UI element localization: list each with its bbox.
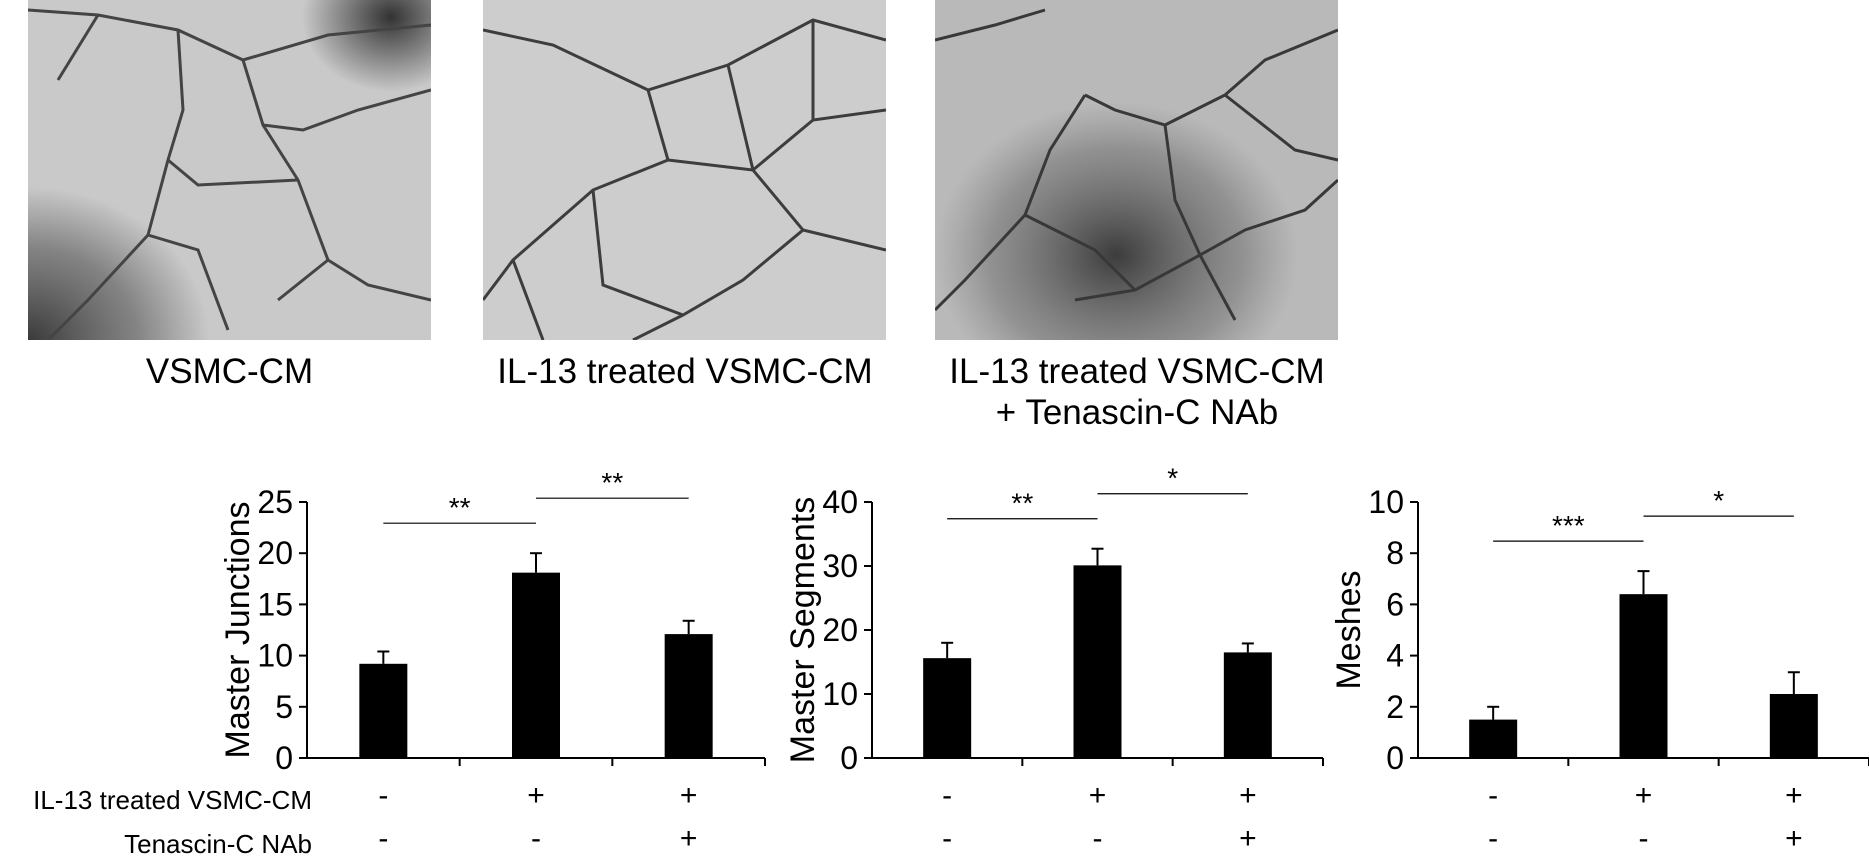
significance-label: ** xyxy=(449,492,471,523)
condition-sign: - xyxy=(942,822,952,855)
y-tick-label: 0 xyxy=(1386,740,1404,776)
y-tick-label: 0 xyxy=(840,740,858,776)
bar xyxy=(1769,694,1818,758)
y-tick-label: 10 xyxy=(257,638,293,674)
y-tick-label: 5 xyxy=(275,689,293,725)
caption-line: IL-13 treated VSMC-CM xyxy=(949,352,1325,391)
y-tick-label: 6 xyxy=(1386,586,1404,622)
y-axis-label: Master Segments xyxy=(784,497,822,763)
micrograph-caption-3: IL-13 treated VSMC-CM + Tenascin-C NAb xyxy=(922,351,1352,433)
caption-line: IL-13 treated VSMC-CM xyxy=(497,352,873,391)
y-axis-label: Master Junctions xyxy=(219,502,257,759)
micrograph-caption-2: IL-13 treated VSMC-CM xyxy=(470,351,900,392)
condition-sign: - xyxy=(378,822,388,855)
y-tick-label: 4 xyxy=(1386,638,1404,674)
condition-sign: + xyxy=(680,779,698,812)
y-tick-label: 30 xyxy=(822,548,858,584)
y-tick-label: 20 xyxy=(257,535,293,571)
bar xyxy=(923,658,972,758)
micrograph-image xyxy=(935,0,1338,340)
significance-label: * xyxy=(1713,485,1724,516)
condition-label-il13: IL-13 treated VSMC-CM xyxy=(33,785,312,815)
condition-sign: - xyxy=(378,779,388,812)
condition-label-nab: Tenascin-C NAb xyxy=(124,829,312,859)
condition-sign: + xyxy=(1635,779,1653,812)
condition-sign: + xyxy=(1239,779,1257,812)
condition-sign: - xyxy=(1093,822,1103,855)
condition-sign: - xyxy=(942,779,952,812)
micrograph-il13-nab xyxy=(935,0,1338,340)
micrograph-image xyxy=(28,0,431,340)
y-tick-label: 10 xyxy=(1368,484,1404,520)
caption-line: + Tenascin-C NAb xyxy=(995,393,1279,432)
bar xyxy=(512,572,560,758)
y-axis-label: Meshes xyxy=(1330,570,1368,689)
y-tick-label: 10 xyxy=(822,676,858,712)
condition-sign: + xyxy=(1239,822,1257,855)
condition-sign: - xyxy=(1488,779,1498,812)
y-tick-label: 0 xyxy=(275,740,293,776)
y-tick-label: 8 xyxy=(1386,535,1404,571)
significance-label: ** xyxy=(601,467,623,498)
bar xyxy=(1073,565,1122,758)
significance-label: ** xyxy=(1011,488,1033,519)
condition-sign: - xyxy=(1639,822,1649,855)
bar xyxy=(1619,594,1668,758)
condition-sign: + xyxy=(1089,779,1107,812)
significance-label: *** xyxy=(1552,510,1585,541)
micrograph-il13-vsmc-cm xyxy=(483,0,886,340)
micrograph-vsmc-cm xyxy=(28,0,431,340)
y-tick-label: 15 xyxy=(257,586,293,622)
condition-sign: - xyxy=(1488,822,1498,855)
bar xyxy=(1223,652,1272,758)
condition-sign: + xyxy=(680,822,698,855)
caption-line: VSMC-CM xyxy=(145,352,314,391)
bar xyxy=(1469,719,1518,758)
condition-sign: + xyxy=(527,779,545,812)
y-tick-label: 40 xyxy=(822,484,858,520)
micrograph-caption-1: VSMC-CM xyxy=(28,351,431,392)
y-tick-label: 25 xyxy=(257,484,293,520)
condition-sign: + xyxy=(1785,822,1803,855)
micrograph-image xyxy=(483,0,886,340)
y-tick-label: 2 xyxy=(1386,689,1404,725)
condition-sign: - xyxy=(531,822,541,855)
condition-sign: + xyxy=(1785,779,1803,812)
bar xyxy=(359,663,408,758)
bar xyxy=(664,634,713,758)
y-tick-label: 20 xyxy=(822,612,858,648)
significance-label: * xyxy=(1167,463,1178,494)
